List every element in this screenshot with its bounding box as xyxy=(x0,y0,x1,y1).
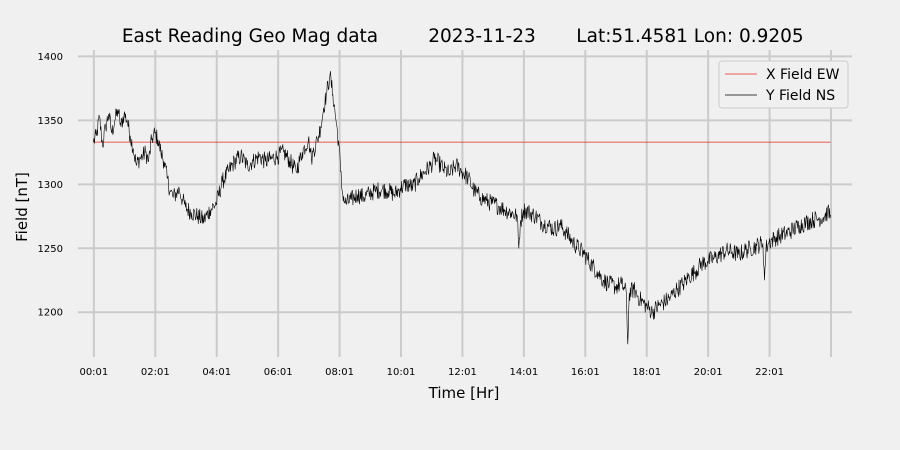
x-tick-label: 02:01 xyxy=(141,367,170,378)
x-tick-label: 14:01 xyxy=(509,367,538,378)
x-tick-label: 20:01 xyxy=(694,367,723,378)
chart-title-location: Lat:51.4581 Lon: 0.9205 xyxy=(576,26,803,47)
x-axis-label: Time [Hr] xyxy=(428,384,500,402)
x-tick-labels: 00:01 02:01 04:01 06:01 08:01 10:01 12:01 14:01… xyxy=(79,367,784,378)
y-tick-labels: 1200 1250 1300 1350 1400 xyxy=(38,52,63,319)
y-tick-label: 1300 xyxy=(38,180,63,191)
series-line-y-field xyxy=(93,71,831,345)
x-tick-label: 10:01 xyxy=(387,367,416,378)
chart-title-station: East Reading Geo Mag data xyxy=(122,26,378,47)
y-tick-label: 1250 xyxy=(38,244,63,255)
legend-frame xyxy=(718,60,849,109)
x-tick-label: 04:01 xyxy=(202,367,231,378)
y-tick-label: 1350 xyxy=(38,116,63,127)
plot-series xyxy=(93,71,831,345)
y-axis-label: Field [nT] xyxy=(13,172,31,242)
legend-label-y-field: Y Field NS xyxy=(765,88,835,104)
x-tick-label: 12:01 xyxy=(448,367,477,378)
legend-label-x-field: X Field EW xyxy=(766,67,840,83)
y-tick-label: 1200 xyxy=(38,308,63,319)
x-tick-label: 22:01 xyxy=(755,367,784,378)
x-tick-label: 16:01 xyxy=(571,367,600,378)
legend: X Field EW Y Field NS xyxy=(718,60,849,109)
chart-title: East Reading Geo Mag data 2023-11-23 Lat… xyxy=(122,26,804,47)
x-tick-label: 00:01 xyxy=(79,367,108,378)
chart-title-date: 2023-11-23 xyxy=(428,26,536,47)
x-tick-label: 08:01 xyxy=(325,367,354,378)
y-tick-label: 1400 xyxy=(38,52,63,63)
x-tick-label: 18:01 xyxy=(632,367,661,378)
x-tick-label: 06:01 xyxy=(264,367,293,378)
